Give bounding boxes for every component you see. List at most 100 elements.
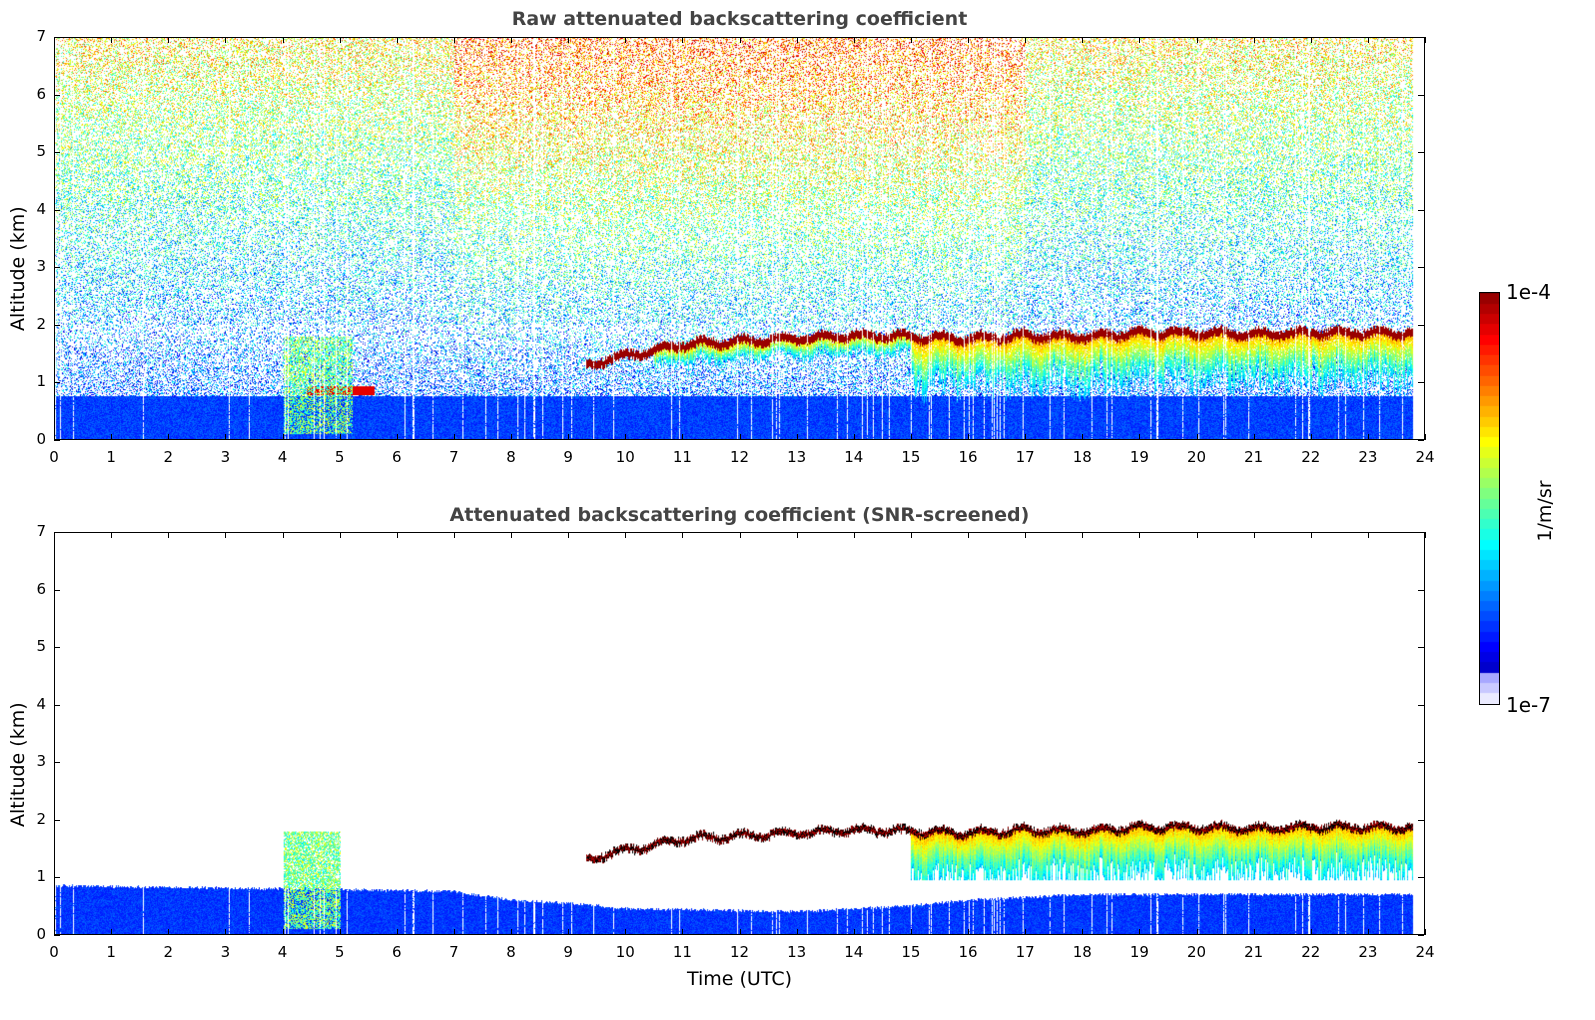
x-tick-mark [739,37,741,43]
x-tick-mark [739,532,741,538]
x-tick-mark [339,434,341,440]
y-tick-mark [1418,324,1424,326]
y-tick-mark [1418,877,1424,879]
x-tick-mark [682,929,684,935]
x-tick-mark [1025,532,1027,538]
x-tick-mark [968,929,969,935]
x-tick-mark [853,532,855,538]
x-tick-mark [1139,37,1141,43]
x-tick-label: 13 [787,448,807,466]
bottom-chart-title: Attenuated backscattering coefficient (S… [449,504,1030,526]
x-tick-label: 19 [1129,448,1149,466]
x-tick-mark [453,929,455,935]
x-tick-label: 7 [449,448,459,466]
y-tick-mark [54,819,60,821]
x-tick-label: 11 [672,448,692,466]
colorbar [1479,292,1500,705]
y-tick-label: 7 [36,27,46,45]
x-tick-mark [1196,37,1198,43]
x-tick-label: 11 [672,943,692,961]
x-tick-label: 23 [1358,943,1378,961]
y-tick-mark [54,762,60,764]
x-tick-mark [1025,929,1027,935]
x-tick-mark [225,434,227,440]
x-tick-label: 9 [563,943,573,961]
x-tick-mark [1082,532,1084,538]
x-tick-label: 17 [1015,448,1035,466]
y-tick-mark [54,532,60,533]
x-tick-mark [54,532,55,538]
x-tick-mark [1367,434,1369,440]
x-tick-mark [1139,929,1141,935]
x-tick-label: 21 [1244,448,1264,466]
y-tick-label: 1 [36,372,46,391]
x-tick-mark [1253,532,1255,538]
y-tick-mark [1418,589,1424,591]
y-tick-label: 3 [36,752,46,771]
y-tick-label: 0 [36,925,46,943]
x-tick-mark [1253,434,1255,440]
y-tick-label: 1 [36,867,46,886]
x-tick-mark [511,37,512,43]
x-tick-mark [339,37,341,43]
x-tick-label: 18 [1072,943,1092,961]
y-tick-label: 7 [36,522,46,540]
x-tick-mark [910,532,912,538]
y-tick-mark [1418,704,1424,706]
x-tick-label: 1 [106,943,116,961]
x-tick-label: 0 [49,943,59,961]
y-tick-mark [1418,819,1424,821]
x-tick-label: 3 [220,448,231,466]
x-tick-label: 12 [729,448,750,466]
x-tick-mark [282,532,284,538]
x-tick-mark [1253,929,1255,935]
x-tick-label: 5 [334,448,345,466]
x-tick-mark [968,532,969,538]
x-tick-mark [568,532,570,538]
x-tick-mark [796,532,798,538]
x-tick-mark [910,929,912,935]
x-tick-mark [396,929,398,935]
x-tick-mark [568,37,570,43]
x-tick-mark [168,929,170,935]
x-tick-label: 24 [1415,943,1435,961]
y-tick-mark [54,324,60,326]
x-tick-mark [625,434,627,440]
y-tick-mark [1418,762,1424,764]
x-tick-mark [1082,434,1084,440]
top-chart-title: Raw attenuated backscattering coefficien… [511,8,968,30]
x-tick-label: 4 [277,943,288,961]
x-tick-mark [1310,37,1312,43]
y-tick-mark [54,647,60,649]
x-tick-mark [396,532,398,538]
x-tick-label: 12 [729,943,750,961]
x-tick-mark [282,37,284,43]
y-tick-mark [1418,440,1424,441]
x-tick-label: 10 [615,448,635,466]
x-tick-label: 9 [563,448,573,466]
x-tick-mark [910,37,912,43]
y-tick-mark [54,209,60,211]
x-tick-label: 19 [1129,943,1149,961]
y-tick-mark [54,877,60,879]
x-tick-mark [111,532,113,538]
y-tick-mark [54,267,60,269]
x-tick-label: 20 [1186,448,1207,466]
x-tick-mark [54,434,55,440]
x-tick-mark [968,434,969,440]
x-tick-label: 13 [787,943,807,961]
x-tick-label: 21 [1244,943,1264,961]
x-tick-mark [225,37,227,43]
x-tick-mark [396,434,398,440]
x-tick-label: 22 [1301,448,1321,466]
y-tick-label: 4 [36,694,46,713]
x-tick-label: 7 [449,943,459,961]
y-tick-mark [1418,209,1424,211]
x-tick-mark [625,929,627,935]
x-tick-label: 6 [391,943,402,961]
y-tick-mark [54,440,60,441]
y-tick-mark [1418,94,1424,96]
x-tick-mark [225,532,227,538]
x-tick-mark [1425,434,1426,440]
x-tick-mark [168,532,170,538]
